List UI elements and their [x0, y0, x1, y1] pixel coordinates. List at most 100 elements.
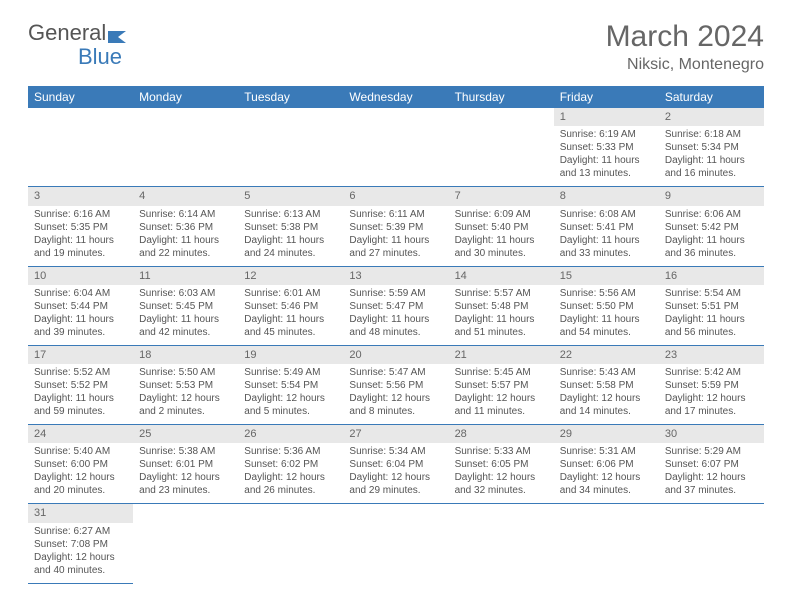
day-detail: Sunrise: 6:01 AMSunset: 5:46 PMDaylight:…	[238, 285, 343, 346]
day-detail: Sunrise: 6:16 AMSunset: 5:35 PMDaylight:…	[28, 206, 133, 267]
daylight-text: Daylight: 12 hours and 26 minutes.	[244, 471, 337, 497]
day-number	[343, 504, 448, 523]
daylight-text: Daylight: 11 hours and 39 minutes.	[34, 313, 127, 339]
sunset-text: Sunset: 5:34 PM	[665, 141, 758, 154]
daylight-text: Daylight: 12 hours and 8 minutes.	[349, 392, 442, 418]
sunset-text: Sunset: 5:46 PM	[244, 300, 337, 313]
month-title: March 2024	[606, 20, 764, 54]
day-number: 31	[28, 504, 133, 523]
day-number	[238, 108, 343, 126]
day-detail	[343, 523, 448, 584]
day-detail: Sunrise: 5:36 AMSunset: 6:02 PMDaylight:…	[238, 443, 343, 504]
day-number: 24	[28, 425, 133, 444]
day-detail: Sunrise: 6:08 AMSunset: 5:41 PMDaylight:…	[554, 206, 659, 267]
sunrise-text: Sunrise: 5:33 AM	[455, 445, 548, 458]
sunrise-text: Sunrise: 5:47 AM	[349, 366, 442, 379]
day-number: 11	[133, 266, 238, 285]
day-detail	[449, 126, 554, 187]
day-detail: Sunrise: 5:29 AMSunset: 6:07 PMDaylight:…	[659, 443, 764, 504]
day-number	[659, 504, 764, 523]
day-number: 15	[554, 266, 659, 285]
sunset-text: Sunset: 5:45 PM	[139, 300, 232, 313]
weekday-header: Wednesday	[343, 86, 448, 108]
day-detail: Sunrise: 5:31 AMSunset: 6:06 PMDaylight:…	[554, 443, 659, 504]
weekday-header: Thursday	[449, 86, 554, 108]
location: Niksic, Montenegro	[606, 56, 764, 74]
day-detail: Sunrise: 5:38 AMSunset: 6:01 PMDaylight:…	[133, 443, 238, 504]
sunrise-text: Sunrise: 6:18 AM	[665, 128, 758, 141]
daylight-text: Daylight: 11 hours and 22 minutes.	[139, 234, 232, 260]
sunset-text: Sunset: 5:44 PM	[34, 300, 127, 313]
day-number: 8	[554, 187, 659, 206]
daylight-text: Daylight: 11 hours and 59 minutes.	[34, 392, 127, 418]
sunset-text: Sunset: 7:08 PM	[34, 538, 127, 551]
day-number: 3	[28, 187, 133, 206]
sunrise-text: Sunrise: 5:42 AM	[665, 366, 758, 379]
weekday-header-row: Sunday Monday Tuesday Wednesday Thursday…	[28, 86, 764, 108]
sunset-text: Sunset: 6:04 PM	[349, 458, 442, 471]
daylight-text: Daylight: 12 hours and 11 minutes.	[455, 392, 548, 418]
sunset-text: Sunset: 5:42 PM	[665, 221, 758, 234]
daylight-text: Daylight: 12 hours and 32 minutes.	[455, 471, 548, 497]
day-detail: Sunrise: 5:45 AMSunset: 5:57 PMDaylight:…	[449, 364, 554, 425]
detail-row: Sunrise: 6:16 AMSunset: 5:35 PM Daylight:…	[28, 206, 764, 267]
daylight-text: Daylight: 12 hours and 34 minutes.	[560, 471, 653, 497]
day-detail	[554, 523, 659, 584]
daylight-text: Daylight: 11 hours and 24 minutes.	[244, 234, 337, 260]
sunset-text: Sunset: 5:40 PM	[455, 221, 548, 234]
daynum-row: 31	[28, 504, 764, 523]
daylight-text: Daylight: 12 hours and 2 minutes.	[139, 392, 232, 418]
day-number: 7	[449, 187, 554, 206]
sunset-text: Sunset: 5:36 PM	[139, 221, 232, 234]
day-detail	[449, 523, 554, 584]
sunrise-text: Sunrise: 5:34 AM	[349, 445, 442, 458]
daylight-text: Daylight: 12 hours and 40 minutes.	[34, 551, 127, 577]
sunrise-text: Sunrise: 5:29 AM	[665, 445, 758, 458]
sunset-text: Sunset: 6:06 PM	[560, 458, 653, 471]
day-number	[554, 504, 659, 523]
sunrise-text: Sunrise: 5:59 AM	[349, 287, 442, 300]
daynum-row: 3456789	[28, 187, 764, 206]
daylight-text: Daylight: 12 hours and 5 minutes.	[244, 392, 337, 418]
sunset-text: Sunset: 5:54 PM	[244, 379, 337, 392]
detail-row: Sunrise: 6:19 AMSunset: 5:33 PMDaylight:…	[28, 126, 764, 187]
day-number: 14	[449, 266, 554, 285]
sunrise-text: Sunrise: 5:54 AM	[665, 287, 758, 300]
sunrise-text: Sunrise: 6:03 AM	[139, 287, 232, 300]
sunrise-text: Sunrise: 6:09 AM	[455, 208, 548, 221]
calendar-table: Sunday Monday Tuesday Wednesday Thursday…	[28, 86, 764, 584]
daylight-text: Daylight: 11 hours and 13 minutes.	[560, 154, 653, 180]
sunset-text: Sunset: 5:38 PM	[244, 221, 337, 234]
day-number	[238, 504, 343, 523]
day-number: 4	[133, 187, 238, 206]
day-detail: Sunrise: 5:54 AMSunset: 5:51 PMDaylight:…	[659, 285, 764, 346]
day-detail: Sunrise: 6:27 AMSunset: 7:08 PMDaylight:…	[28, 523, 133, 584]
day-number	[343, 108, 448, 126]
calendar-body: 12Sunrise: 6:19 AMSunset: 5:33 PMDayligh…	[28, 108, 764, 583]
day-detail	[133, 523, 238, 584]
daynum-row: 24252627282930	[28, 425, 764, 444]
day-detail: Sunrise: 6:11 AMSunset: 5:39 PMDaylight:…	[343, 206, 448, 267]
sunrise-text: Sunrise: 6:11 AM	[349, 208, 442, 221]
daylight-text: Daylight: 12 hours and 23 minutes.	[139, 471, 232, 497]
day-detail: Sunrise: 6:03 AMSunset: 5:45 PMDaylight:…	[133, 285, 238, 346]
sunset-text: Sunset: 6:05 PM	[455, 458, 548, 471]
daylight-text: Daylight: 11 hours and 56 minutes.	[665, 313, 758, 339]
day-number: 28	[449, 425, 554, 444]
day-number: 16	[659, 266, 764, 285]
sunset-text: Sunset: 6:07 PM	[665, 458, 758, 471]
logo-text-2: Blue	[78, 44, 122, 70]
day-detail: Sunrise: 6:06 AMSunset: 5:42 PMDaylight:…	[659, 206, 764, 267]
sunset-text: Sunset: 5:53 PM	[139, 379, 232, 392]
sunset-text: Sunset: 5:48 PM	[455, 300, 548, 313]
sunrise-text: Sunrise: 6:04 AM	[34, 287, 127, 300]
day-detail: Sunrise: 5:43 AMSunset: 5:58 PMDaylight:…	[554, 364, 659, 425]
detail-row: Sunrise: 6:27 AMSunset: 7:08 PMDaylight:…	[28, 523, 764, 584]
daylight-text: Daylight: 11 hours and 54 minutes.	[560, 313, 653, 339]
daynum-row: 17181920212223	[28, 345, 764, 364]
sunrise-text: Sunrise: 6:16 AM	[34, 208, 127, 221]
sunset-text: Sunset: 6:00 PM	[34, 458, 127, 471]
sunset-text: Sunset: 5:35 PM	[34, 221, 127, 234]
sunrise-text: Sunrise: 6:06 AM	[665, 208, 758, 221]
daylight-text: Daylight: 12 hours and 20 minutes.	[34, 471, 127, 497]
